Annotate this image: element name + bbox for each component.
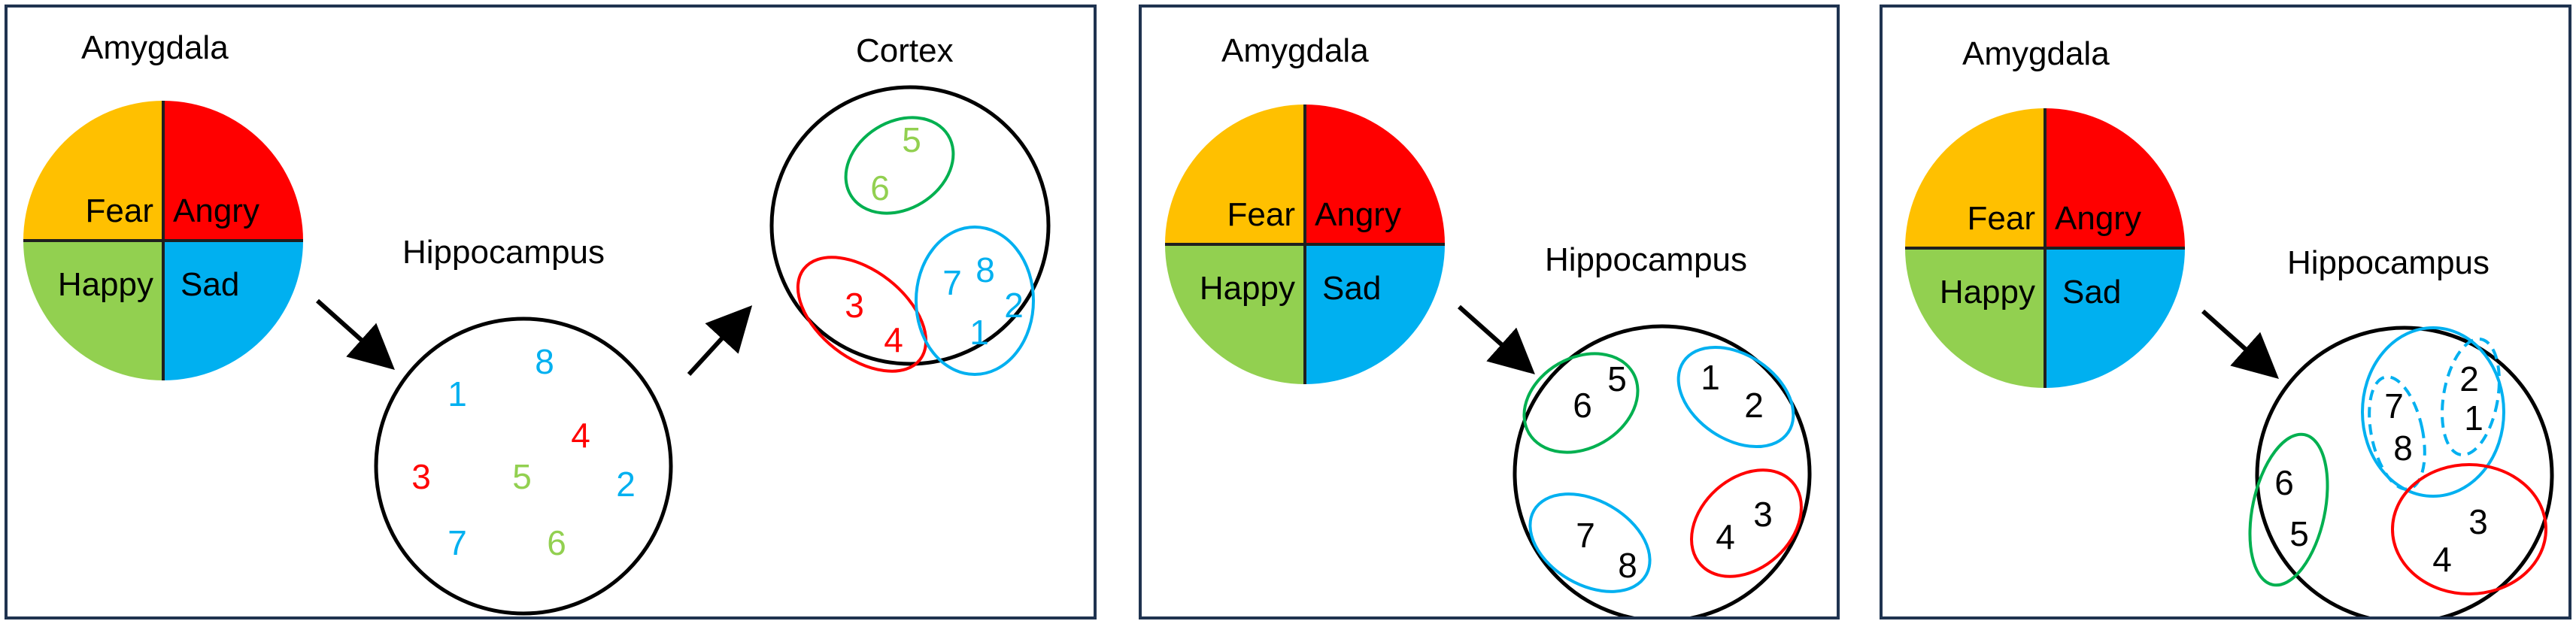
hippocampus-title: Hippocampus: [1545, 241, 1747, 278]
cortex-number: 8: [975, 250, 995, 289]
arrow-to-cortex: [687, 305, 753, 377]
angry-label: Angry: [2055, 200, 2141, 237]
fear-quadrant: [1165, 105, 1305, 244]
happy-label: Happy: [1200, 270, 1295, 307]
memory-number: 5: [1607, 359, 1627, 398]
memory-number: 2: [2459, 359, 2479, 398]
sad-label: Sad: [181, 266, 239, 303]
panel-2-diagram: Amygdala Fear Angry Happy Sad Hippocampu…: [1165, 32, 1812, 616]
cortex-title: Cortex: [856, 32, 954, 69]
hippocampus-title: Hippocampus: [402, 234, 605, 271]
angry-label: Angry: [173, 192, 259, 229]
happy-quadrant: [1165, 244, 1305, 384]
cortex-cluster-oval: [796, 256, 928, 373]
fear-quadrant: [23, 101, 163, 241]
cortex-number: 2: [1004, 286, 1024, 325]
fear-quadrant: [1905, 108, 2045, 248]
amygdala-wheel: Fear Angry Happy Sad: [1165, 105, 1445, 384]
hippocampus-circle: [1513, 324, 1812, 616]
cortex-number: 7: [942, 263, 962, 302]
cortex-cluster-oval: [844, 116, 955, 215]
memory-number: 3: [2468, 502, 2488, 541]
angry-quadrant: [1305, 105, 1445, 244]
hippocampus-number: 6: [547, 523, 566, 562]
fear-label: Fear: [1968, 200, 2035, 237]
memory-cluster-oval: [2248, 432, 2329, 587]
amygdala-title: Amygdala: [1221, 32, 1369, 69]
memory-cluster-oval: [2361, 326, 2505, 498]
memory-cluster-oval: [1690, 468, 1803, 578]
sad-quadrant: [2045, 248, 2185, 388]
sad-quadrant: [1305, 244, 1445, 384]
memory-number: 4: [1716, 517, 1735, 556]
amygdala-title: Amygdala: [1962, 35, 2110, 72]
memory-cluster-oval: [1676, 345, 1795, 449]
hippocampus-number: 5: [512, 457, 532, 496]
memory-number: 4: [2432, 540, 2452, 579]
angry-quadrant: [2045, 108, 2185, 248]
memory-number: 1: [1701, 358, 1720, 397]
hippocampus-number: 2: [616, 465, 636, 504]
happy-quadrant: [1905, 248, 2045, 388]
memory-number: 7: [2384, 386, 2404, 426]
panel-1: Amygdala Fear Angry Happy Sad Hippocampu…: [5, 5, 1097, 619]
panel-3-diagram: Amygdala Fear Angry Happy Sad Hippocampu…: [1905, 35, 2554, 616]
memory-number: 2: [1744, 386, 1764, 425]
fear-label: Fear: [1227, 196, 1295, 233]
hippocampus-title: Hippocampus: [2287, 244, 2490, 281]
fear-label: Fear: [86, 192, 153, 229]
memory-number: 8: [2393, 429, 2413, 468]
panel-1-diagram: Amygdala Fear Angry Happy Sad Hippocampu…: [23, 29, 1051, 616]
hippocampus-number: 1: [448, 374, 467, 413]
cortex-number: 1: [969, 313, 989, 352]
happy-label: Happy: [1940, 274, 2035, 310]
happy-quadrant: [23, 241, 163, 380]
cortex-circle: [769, 85, 1051, 366]
panel-2: Amygdala Fear Angry Happy Sad Hippocampu…: [1139, 5, 1840, 619]
panel-3: Amygdala Fear Angry Happy Sad Hippocampu…: [1880, 5, 2571, 619]
hippocampus-circle: [374, 317, 673, 616]
amygdala-wheel: Fear Angry Happy Sad: [23, 101, 303, 380]
cortex-cluster-oval: [915, 226, 1035, 376]
angry-quadrant: [163, 101, 303, 241]
cortex-number: 5: [902, 120, 921, 159]
memory-number: 5: [2289, 514, 2309, 553]
arrow-to-hippocampus: [2201, 309, 2279, 379]
memory-cluster-oval: [1522, 352, 1640, 454]
subcluster-oval-dashed: [2441, 337, 2501, 457]
memory-number: 3: [1753, 495, 1773, 534]
hippocampus-circle: [2255, 326, 2554, 616]
cortex-number: 6: [870, 168, 890, 207]
memory-number: 6: [1573, 386, 1592, 425]
memory-number: 8: [1618, 546, 1637, 585]
arrow-to-hippocampus: [1458, 304, 1535, 374]
hippocampus-number: 7: [448, 523, 467, 562]
memory-number: 6: [2274, 463, 2294, 502]
sad-label: Sad: [2062, 274, 2121, 310]
sad-label: Sad: [1322, 270, 1381, 307]
memory-cluster-oval: [1528, 492, 1652, 593]
memory-number: 1: [2464, 398, 2483, 438]
hippocampus-number: 8: [535, 342, 554, 381]
memory-number: 7: [1576, 516, 1595, 555]
amygdala-wheel: Fear Angry Happy Sad: [1905, 108, 2185, 388]
cortex-number: 3: [845, 286, 864, 325]
sad-quadrant: [163, 241, 303, 380]
hippocampus-number: 3: [411, 457, 431, 496]
angry-label: Angry: [1315, 196, 1401, 233]
hippocampus-number: 4: [571, 416, 590, 455]
cortex-number: 4: [884, 320, 903, 359]
memory-cluster-oval: [2391, 463, 2547, 595]
happy-label: Happy: [58, 266, 153, 303]
amygdala-title: Amygdala: [81, 29, 229, 66]
subcluster-oval-dashed: [2368, 375, 2426, 491]
arrow-to-hippocampus: [316, 298, 395, 370]
